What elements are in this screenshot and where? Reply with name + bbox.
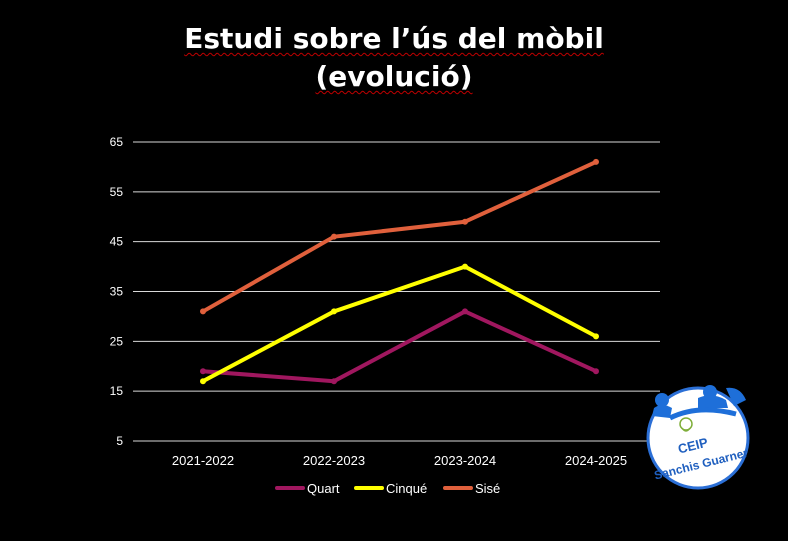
data-point — [200, 308, 206, 315]
y-tick-label: 65 — [110, 135, 124, 149]
series-line-cinqué — [201, 264, 598, 384]
data-point — [462, 263, 468, 270]
y-tick-label: 35 — [110, 285, 124, 299]
logo-book — [668, 407, 737, 421]
school-logo: CEIP Sanchis Guarner — [646, 385, 750, 490]
y-tick-label: 25 — [110, 334, 124, 348]
data-point — [331, 308, 337, 315]
data-point — [593, 158, 599, 165]
logo-text-ceip: CEIP — [676, 435, 709, 457]
legend-label: Quart — [307, 481, 340, 496]
y-tick-label: 15 — [110, 384, 124, 398]
logo-emblem-icon — [679, 417, 693, 432]
data-point — [200, 368, 206, 375]
logo-figure-head — [655, 393, 669, 407]
data-point — [331, 378, 337, 385]
chart-title-line-2: (evolució) — [315, 60, 473, 93]
x-tick-label: 2021-2022 — [172, 453, 234, 468]
x-tick-label: 2023-2024 — [434, 453, 496, 468]
data-point — [462, 218, 468, 225]
legend-label: Sisé — [475, 481, 500, 496]
logo-figure-body — [698, 395, 728, 408]
logo-figure-head — [703, 385, 717, 399]
y-tick-label: 55 — [110, 185, 124, 199]
x-tick-label: 2024-2025 — [565, 453, 627, 468]
y-tick-label: 5 — [116, 434, 123, 448]
data-point — [331, 233, 337, 240]
data-point — [462, 308, 468, 315]
data-point — [200, 378, 206, 385]
legend-label: Cinqué — [386, 481, 427, 496]
chart-title: Estudi sobre l’ús del mòbil (evolució) — [0, 20, 788, 96]
x-tick-label: 2022-2023 — [303, 453, 365, 468]
y-tick-label: 45 — [110, 235, 124, 249]
series-line-quart — [201, 309, 598, 384]
logo-figure-arm — [726, 387, 746, 406]
logo-figure-body — [652, 405, 672, 418]
series-line-sisé — [201, 159, 598, 314]
chart-title-line-1: Estudi sobre l’ús del mòbil — [184, 22, 604, 55]
data-point — [593, 368, 599, 375]
data-point — [593, 333, 599, 340]
